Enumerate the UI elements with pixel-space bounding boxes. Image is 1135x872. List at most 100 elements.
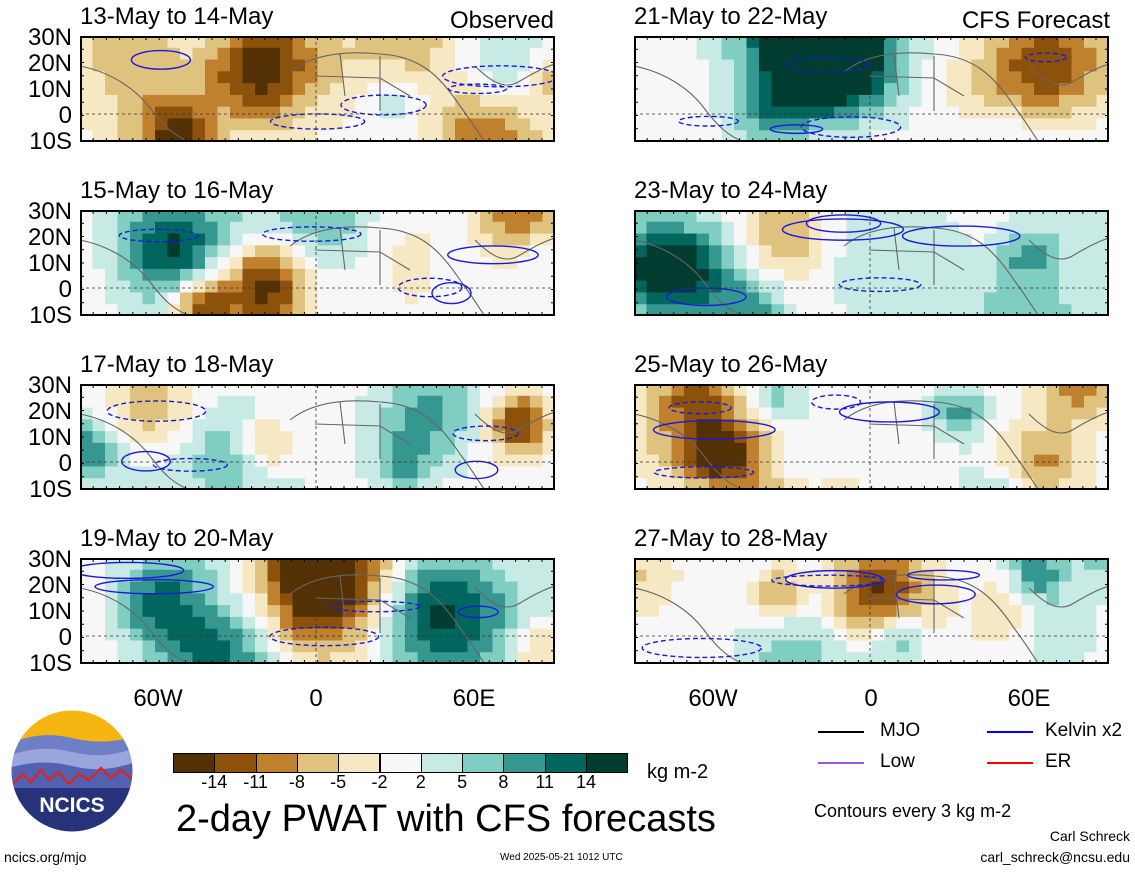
pwat-cell (896, 47, 910, 61)
pwat-cell (142, 130, 156, 142)
pwat-cell (734, 59, 748, 72)
pwat-cell (1021, 569, 1035, 583)
pwat-cell (180, 268, 194, 282)
pwat-cell (255, 245, 269, 258)
pwat-cell (946, 407, 960, 420)
pwat-cell (809, 478, 823, 490)
pwat-cell (821, 106, 835, 120)
pwat-cell (155, 71, 169, 84)
pwat-cell (167, 94, 181, 108)
pwat-cell (646, 257, 660, 270)
pwat-cell (984, 454, 998, 468)
pwat-cell (217, 106, 231, 120)
pwat-cell (267, 478, 281, 490)
pwat-cell (671, 640, 685, 653)
pwat-cell (305, 593, 319, 606)
pwat-cell (1009, 640, 1023, 653)
y-tick-label: 10S (29, 650, 72, 677)
coastline (1028, 237, 1109, 260)
coastline (1028, 63, 1109, 86)
pwat-cell (796, 616, 810, 630)
pwat-cell (971, 71, 985, 84)
pwat-cell (530, 628, 544, 642)
pwat-cell (646, 431, 660, 444)
pwat-cell (959, 442, 973, 456)
pwat-cell (759, 616, 773, 630)
pwat-cell (142, 478, 156, 490)
pwat-cell (442, 454, 456, 468)
pwat-cell (405, 36, 419, 49)
pwat-cell (442, 581, 456, 594)
coastline (474, 585, 555, 608)
pwat-cell (996, 59, 1010, 72)
pwat-cell (896, 130, 910, 142)
pwat-cell (367, 83, 381, 96)
pwat-cell (996, 36, 1010, 49)
pwat-map-panel (634, 210, 1109, 316)
pwat-cell (80, 442, 94, 456)
pwat-cell (317, 71, 331, 84)
pwat-cell (1084, 593, 1098, 606)
contours (665, 214, 1021, 307)
pwat-cell (709, 581, 723, 594)
legend-line-mjo (818, 731, 864, 733)
pwat-cell (709, 83, 723, 96)
pwat-cell (455, 257, 469, 270)
pwat-cell (834, 431, 848, 444)
colorbar-segment (379, 753, 422, 773)
pwat-cell (480, 442, 494, 456)
pwat-cell (205, 558, 219, 571)
pwat-cell (505, 407, 519, 420)
pwat-cell (92, 36, 106, 49)
pwat-cell (442, 384, 456, 397)
pwat-cell (405, 268, 419, 282)
pwat-cell (405, 71, 419, 84)
pwat-cell (142, 593, 156, 606)
pwat-cell (834, 652, 848, 664)
pwat-cell (909, 257, 923, 270)
pwat-cell (330, 245, 344, 258)
pwat-cell (330, 36, 344, 49)
pwat-cell (684, 106, 698, 120)
pwat-cell (430, 466, 444, 479)
pwat-cell (871, 245, 885, 258)
pwat-cell (671, 71, 685, 84)
pwat-cell (105, 628, 119, 642)
pwat-cell (934, 304, 948, 316)
pwat-cell (1034, 605, 1048, 618)
pwat-cell (721, 130, 735, 142)
pwat-cell (142, 292, 156, 305)
pwat-cell (117, 130, 131, 142)
y-tick-label: 10S (29, 302, 72, 329)
pwat-cell (759, 395, 773, 409)
pwat-cell (1084, 106, 1098, 120)
pwat-cell (1059, 454, 1073, 468)
pwat-cell (721, 268, 735, 282)
pwat-cell (105, 233, 119, 246)
pwat-cell (946, 419, 960, 432)
pwat-cell (796, 581, 810, 594)
pwat-cell (105, 130, 119, 142)
pwat-cell (934, 71, 948, 84)
pwat-cell (117, 569, 131, 583)
pwat-cell (155, 268, 169, 282)
pwat-cell (971, 257, 985, 270)
pwat-cell (105, 569, 119, 583)
pwat-cell (834, 130, 848, 142)
pwat-cell (971, 210, 985, 223)
pwat-cell (784, 257, 798, 270)
pwat-cell (896, 569, 910, 583)
pwat-cell (417, 478, 431, 490)
pwat-cell (884, 36, 898, 49)
pwat-cell (709, 640, 723, 653)
kelvin-contour (261, 226, 362, 242)
pwat-cell (1034, 257, 1048, 270)
pwat-cell (684, 652, 698, 664)
pwat-cell (846, 268, 860, 282)
pwat-cell (180, 652, 194, 664)
pwat-cell (455, 652, 469, 664)
pwat-cell (317, 395, 331, 409)
panel-title: 19-May to 20-May (80, 525, 274, 552)
pwat-cell (305, 233, 319, 246)
pwat-cell (142, 268, 156, 282)
